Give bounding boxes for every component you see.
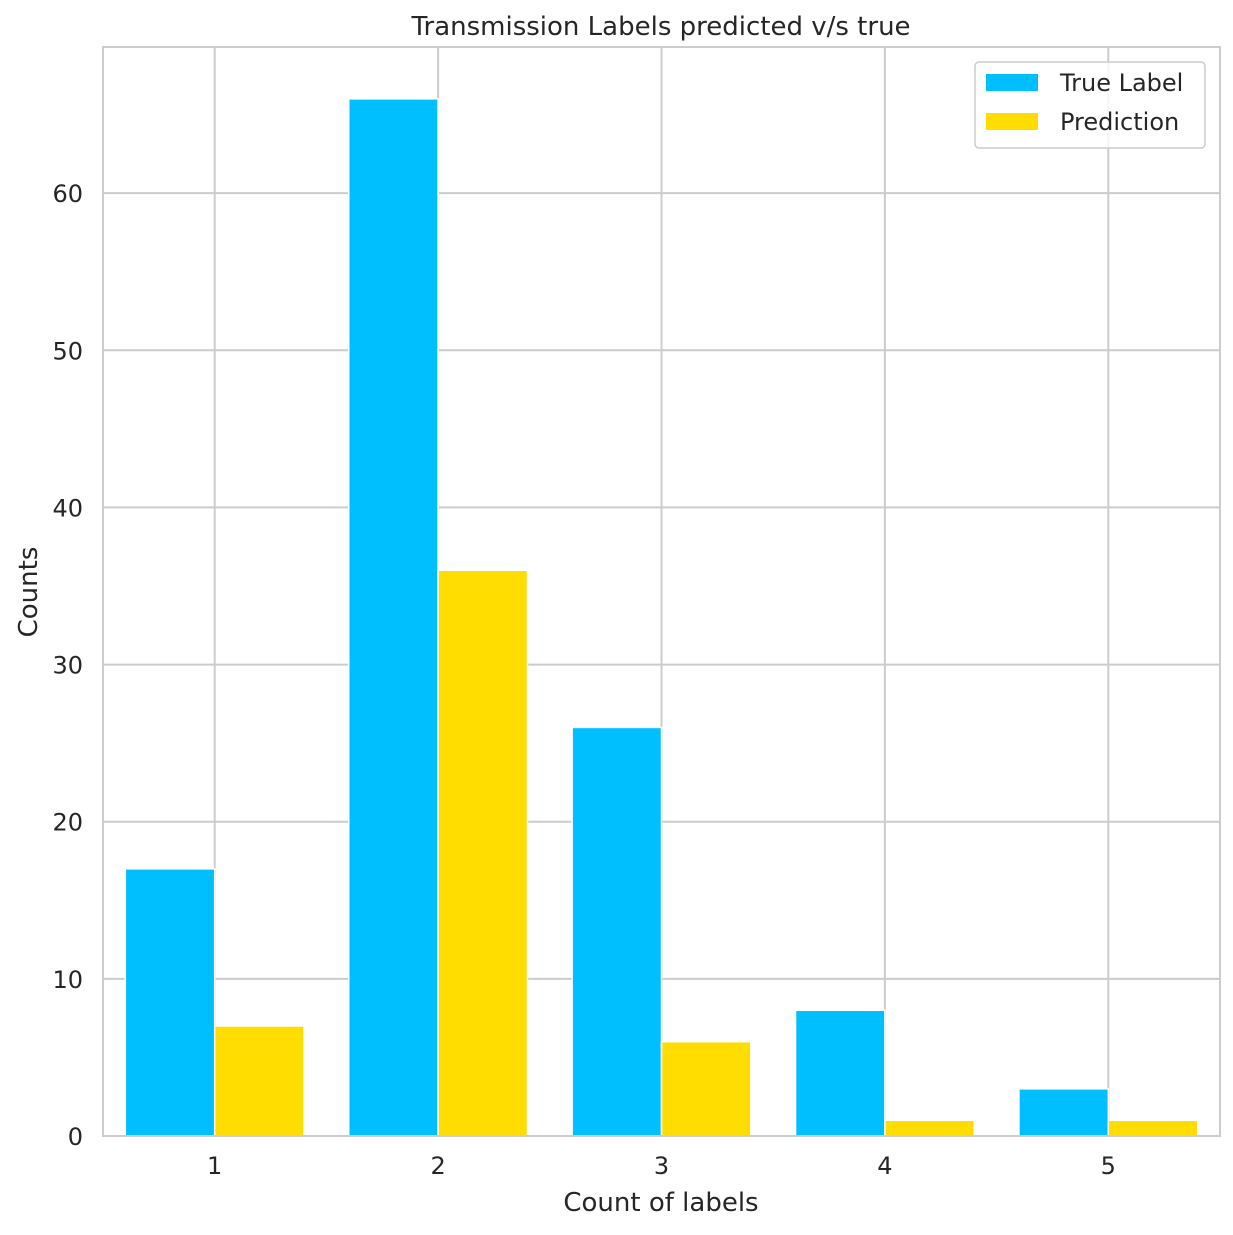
x-axis-label: Count of labels [563,1188,758,1218]
y-axis-label: Counts [14,547,44,638]
bar-prediction-3 [660,1040,752,1137]
y-tick-label: 60 [52,180,83,208]
legend: True Label Prediction [974,61,1206,149]
x-tick-label: 3 [654,1152,669,1180]
tick-labels: 0 10 20 30 40 50 60 1 2 3 4 5 [52,180,1115,1180]
x-tick-label: 2 [430,1152,445,1180]
bar-true-label-3 [571,726,663,1137]
legend-swatch-prediction [986,113,1038,130]
bar-true-label-2 [347,98,439,1137]
x-tick-label: 5 [1101,1152,1116,1180]
legend-swatch-true-label [986,74,1038,91]
x-tick-label: 1 [207,1152,222,1180]
y-tick-label: 20 [52,809,83,837]
bar-prediction-5 [1107,1119,1199,1137]
bar-true-label-5 [1018,1088,1110,1137]
chart-title: Transmission Labels predicted v/s true [410,12,910,42]
bars [124,98,1199,1137]
x-tick-label: 4 [877,1152,892,1180]
y-tick-label: 10 [52,966,83,994]
bar-prediction-1 [213,1025,305,1137]
bar-prediction-2 [437,569,529,1137]
y-tick-label: 40 [52,494,83,522]
y-tick-label: 0 [68,1123,83,1151]
plot-frame [102,46,1221,1137]
y-tick-label: 30 [52,652,83,680]
bar-prediction-4 [884,1119,976,1137]
bar-true-label-1 [124,868,216,1137]
legend-label-true-label: True Label [1059,69,1183,97]
bar-true-label-4 [794,1009,886,1137]
y-tick-label: 50 [52,337,83,365]
legend-label-prediction: Prediction [1060,108,1179,136]
